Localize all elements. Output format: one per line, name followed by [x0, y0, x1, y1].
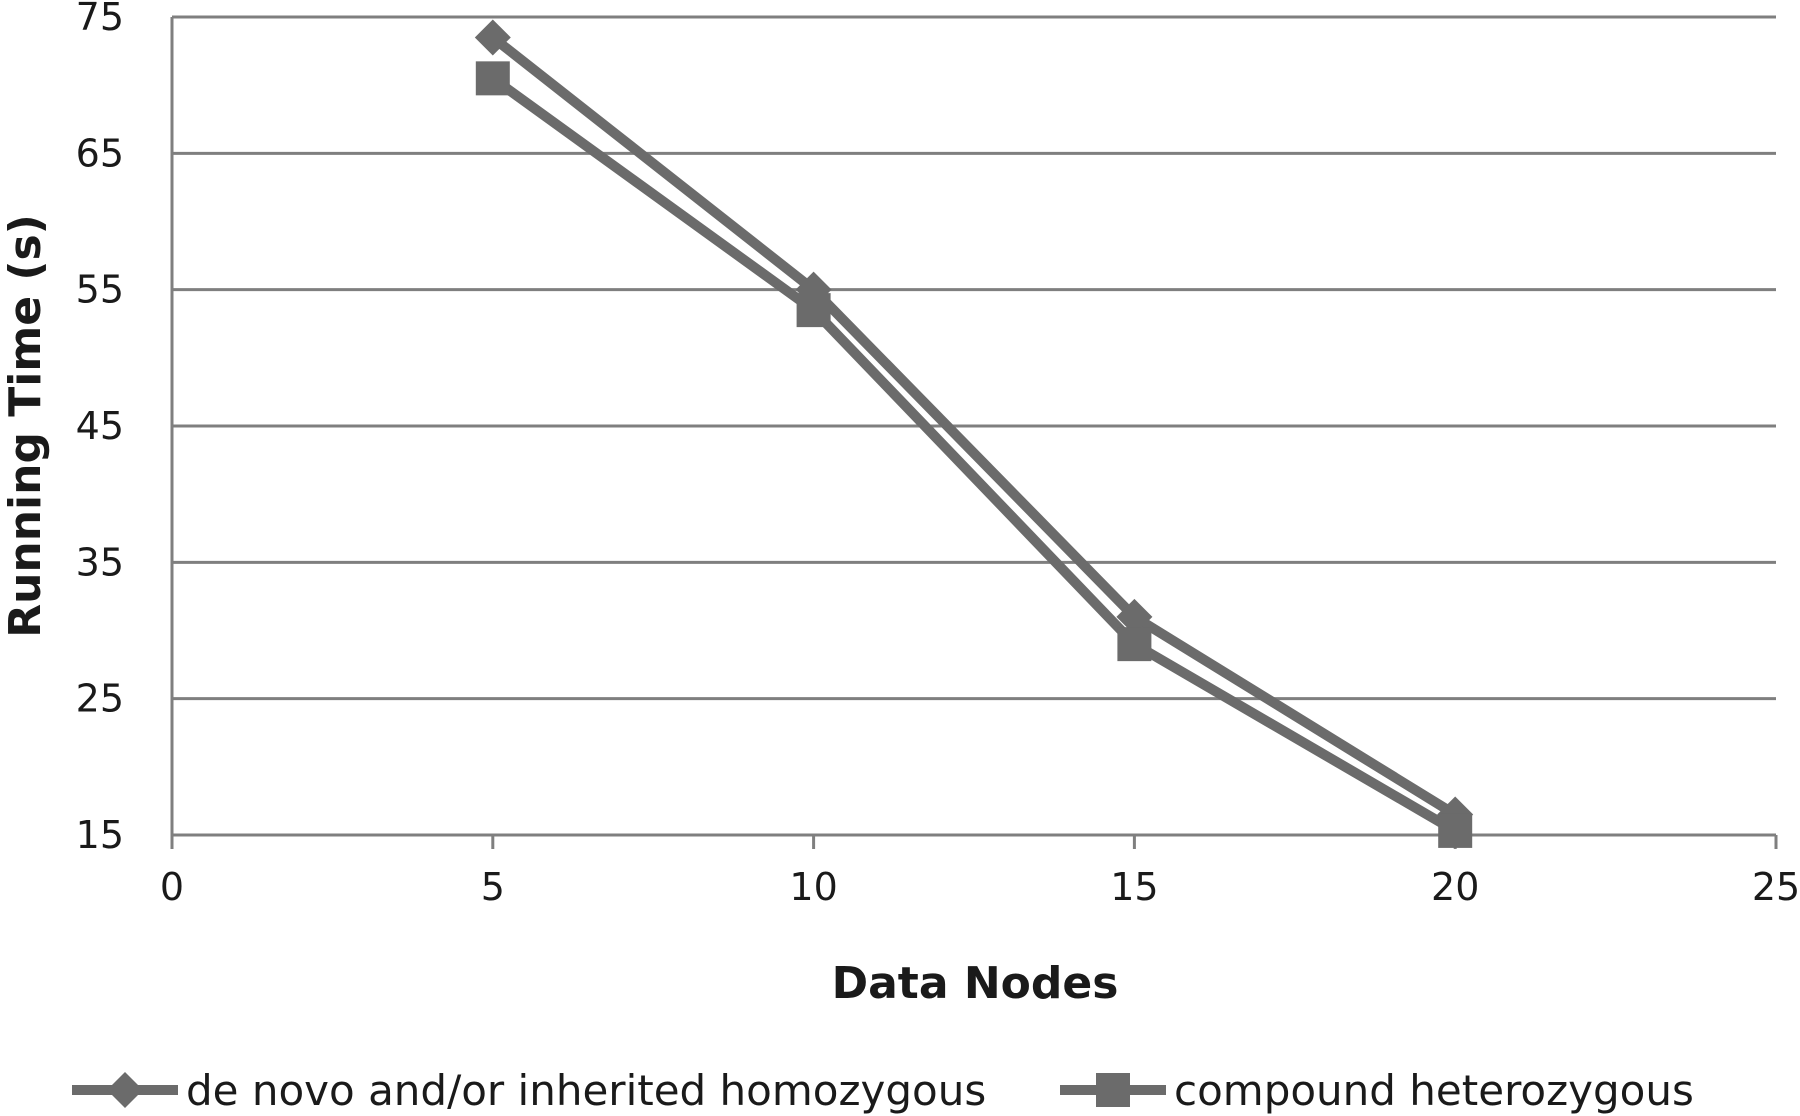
- series-line: [487, 73, 1461, 836]
- y-tick-label: 75: [76, 0, 124, 39]
- legend-item: compound heterozygous: [1060, 1066, 1694, 1115]
- tick-labels: 15 25 35 45 55 65 75 0 5 10 15 20 25: [76, 0, 1800, 909]
- square-marker: [1117, 627, 1152, 662]
- legend: de novo and/or inherited homozygous comp…: [72, 1066, 1694, 1115]
- x-tick-label: 20: [1431, 865, 1479, 909]
- series-line: [487, 32, 1461, 820]
- y-tick-label: 35: [76, 540, 124, 584]
- y-tick-label: 55: [76, 268, 124, 312]
- x-tick-label: 0: [160, 865, 184, 909]
- square-marker: [1438, 813, 1473, 848]
- y-tick-label: 15: [76, 813, 124, 857]
- x-axis-title: Data Nodes: [832, 958, 1119, 1009]
- diamond-marker: [474, 19, 511, 56]
- legend-item: de novo and/or inherited homozygous: [72, 1066, 986, 1115]
- y-tick-label: 65: [76, 131, 124, 175]
- legend-label: compound heterozygous: [1174, 1066, 1694, 1115]
- series: [474, 19, 1474, 848]
- square-marker: [475, 61, 510, 96]
- y-axis-title: Running Time (s): [0, 214, 51, 638]
- axes: [170, 17, 1778, 849]
- legend-label: de novo and/or inherited homozygous: [186, 1066, 986, 1115]
- x-tick-label: 5: [481, 865, 505, 909]
- x-tick-label: 10: [789, 865, 837, 909]
- legend-diamond-marker: [107, 1072, 143, 1108]
- x-tick-label: 15: [1110, 865, 1158, 909]
- gridlines: [172, 15, 1776, 701]
- x-tick-label: 25: [1752, 865, 1800, 909]
- y-tick-label: 25: [76, 677, 124, 721]
- square-marker: [796, 293, 831, 328]
- diamond-marker: [1116, 598, 1153, 635]
- y-tick-label: 45: [76, 404, 124, 448]
- legend-square-marker: [1096, 1073, 1130, 1107]
